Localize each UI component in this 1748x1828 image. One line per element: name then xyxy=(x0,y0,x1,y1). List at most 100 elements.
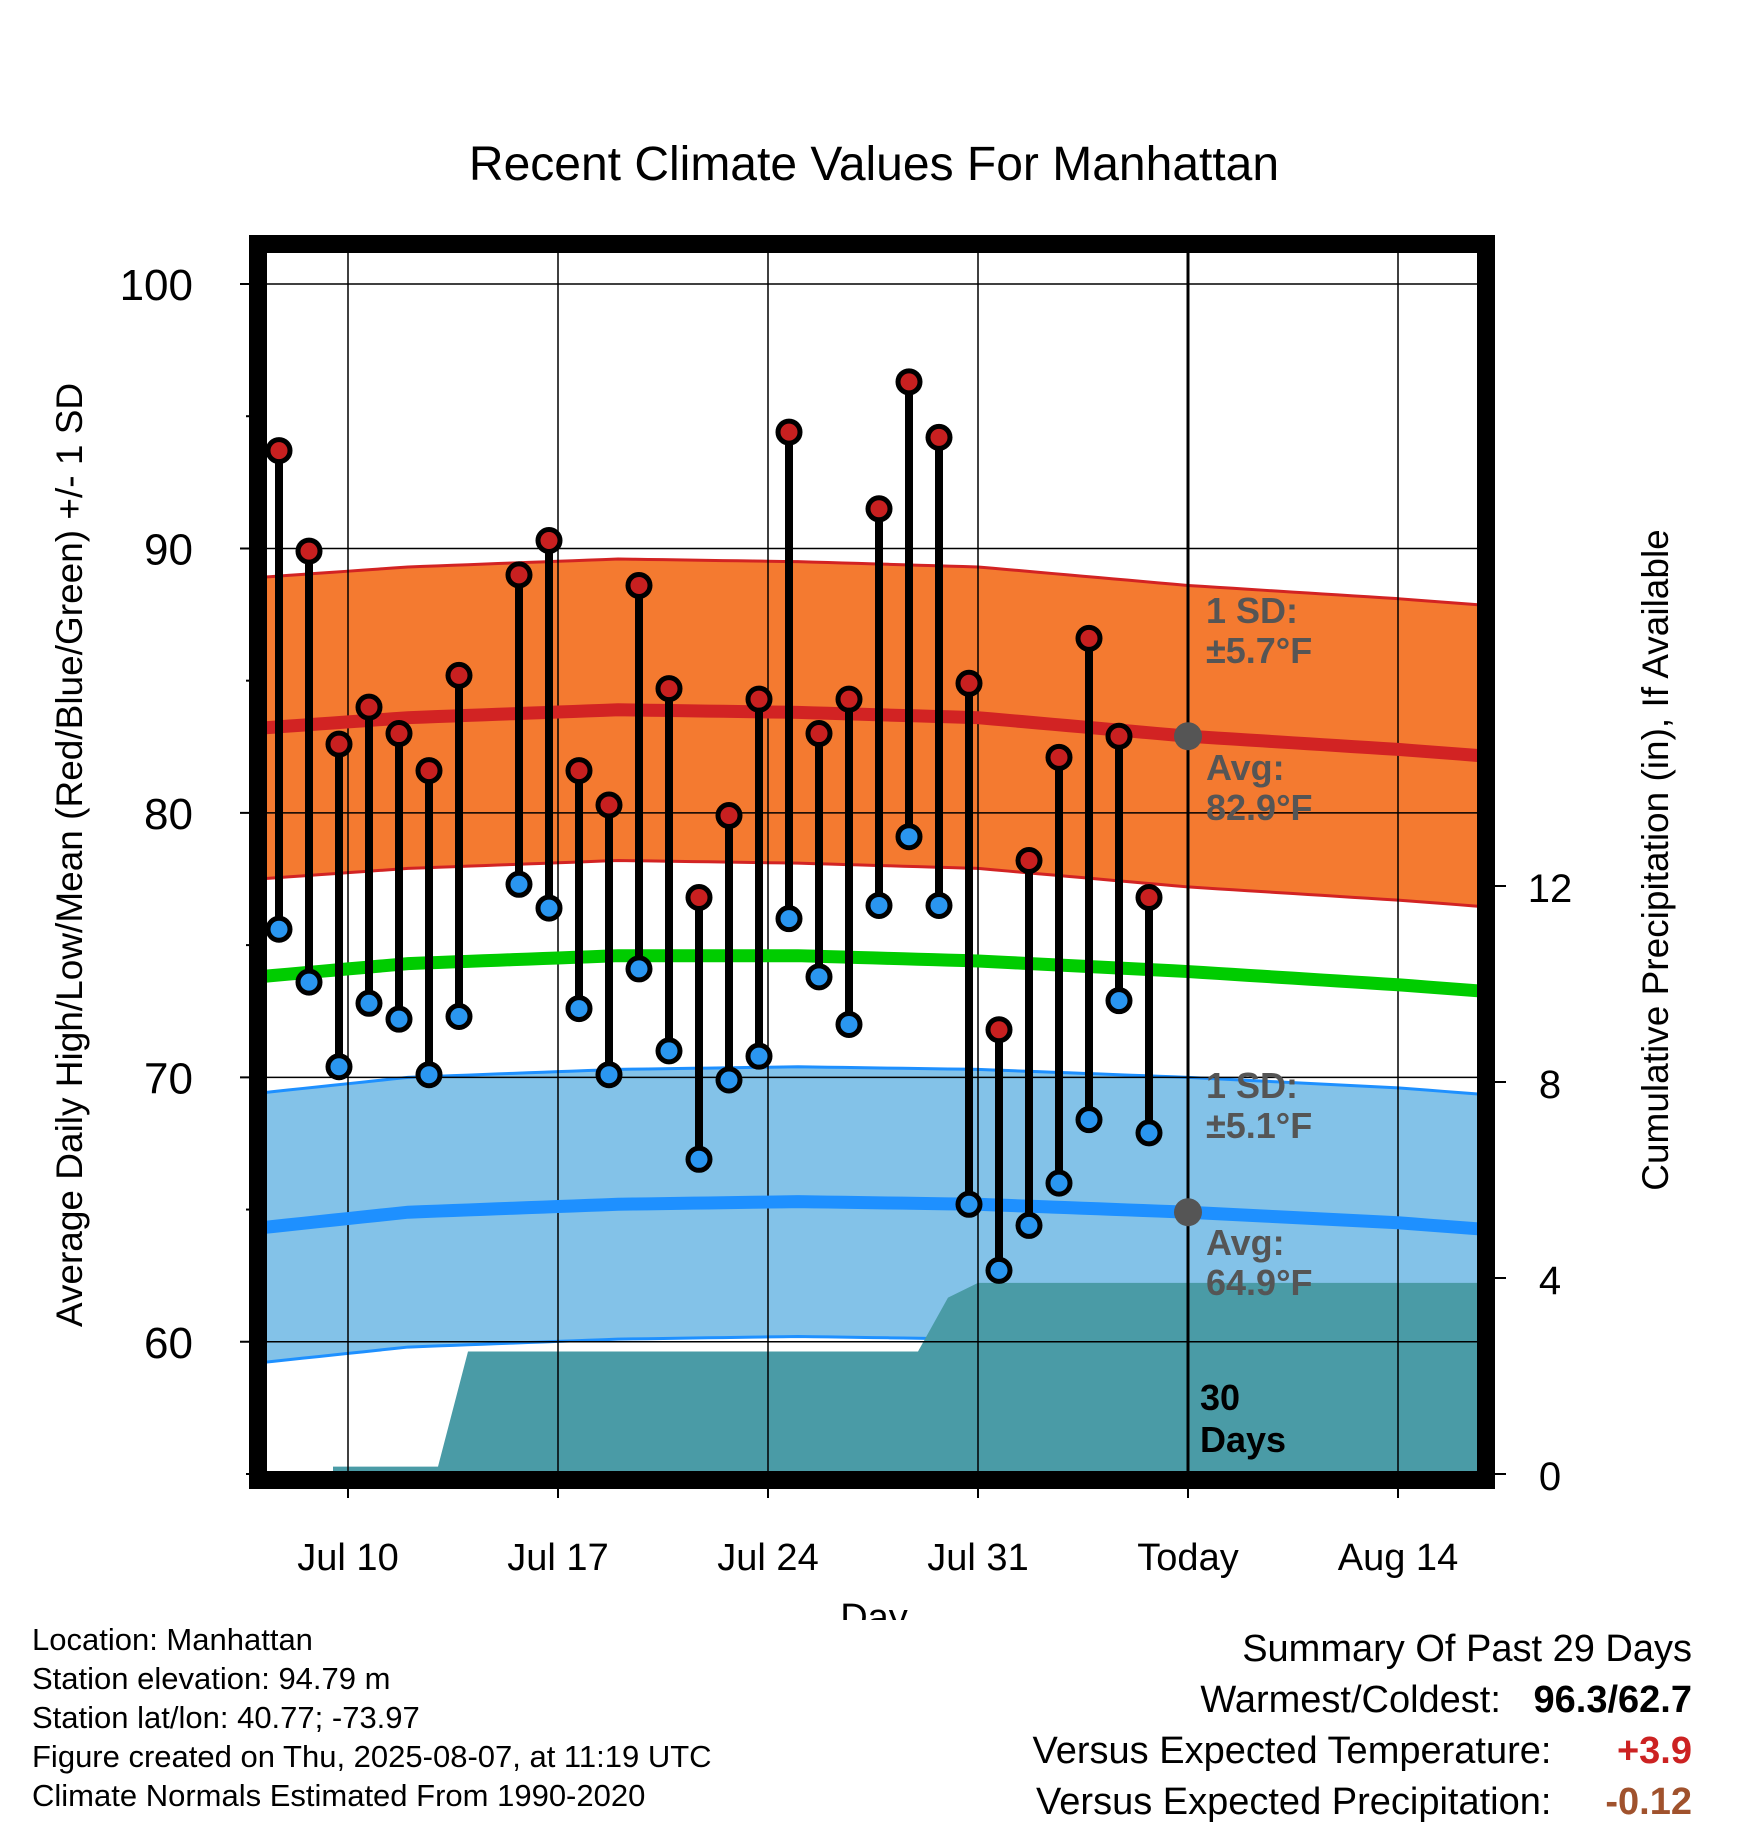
low-point-day-3 xyxy=(355,989,383,1017)
high-sd-label: 1 SD: xyxy=(1206,590,1298,631)
high-point-day-28 xyxy=(1105,722,1133,750)
low-point-day-23 xyxy=(955,1190,983,1218)
y-tick-label-90: 90 xyxy=(144,525,193,574)
precipitation-area xyxy=(258,1282,1480,1474)
low-point-day-2 xyxy=(325,1053,353,1081)
low-point-day-21 xyxy=(895,823,923,851)
precip-row: Versus Expected Precipitation: -0.12 xyxy=(1033,1777,1692,1828)
low-point-day-13 xyxy=(655,1037,683,1065)
low-point-day-8 xyxy=(505,870,533,898)
normals-text: Climate Normals Estimated From 1990-2020 xyxy=(32,1778,646,1813)
high-point-day-8 xyxy=(505,561,533,589)
plot-frame xyxy=(249,235,1495,1489)
high-point-day-11 xyxy=(595,791,623,819)
temp-row: Versus Expected Temperature: +3.9 xyxy=(1033,1726,1692,1777)
temp-value: +3.9 xyxy=(1616,1730,1692,1772)
normal-mean-line xyxy=(257,949,1489,999)
high-point-day-0 xyxy=(265,437,293,465)
slash-text: / xyxy=(1607,1679,1619,1721)
low-point-day-17 xyxy=(775,905,803,933)
y2-tick-label-0: 0 xyxy=(1539,1455,1561,1499)
low-point-day-24 xyxy=(985,1256,1013,1284)
high-point-day-25 xyxy=(1015,846,1043,874)
high-point-day-17 xyxy=(775,418,803,446)
precip-cumulative-area xyxy=(258,1282,1480,1474)
x-tick-label-4: Today xyxy=(1137,1537,1238,1579)
warm-cold-label: Warmest/Coldest: xyxy=(1200,1679,1501,1721)
high-point-day-24 xyxy=(985,1016,1013,1044)
y2-tick-label-4: 4 xyxy=(1539,1259,1561,1303)
low-point-day-5 xyxy=(415,1061,443,1089)
low-point-day-28 xyxy=(1105,987,1133,1015)
low-point-day-4 xyxy=(385,1005,413,1033)
axes: 60 70 80 90 100 0 4 8 12 Jul 10 Jul 17 Jul 24 Jul 31… xyxy=(120,261,1573,1579)
low-point-day-22 xyxy=(925,891,953,919)
warmest-value: 96.3 xyxy=(1533,1679,1608,1721)
normal-low-line xyxy=(257,1195,1489,1237)
period-days-label: Days xyxy=(1200,1419,1286,1460)
low-point-day-10 xyxy=(565,995,593,1023)
high-point-day-21 xyxy=(895,368,923,396)
y2-tick-label-8: 8 xyxy=(1539,1063,1561,1107)
elevation-text: Station elevation: 94.79 m xyxy=(32,1661,391,1696)
chart-title: Recent Climate Values For Manhattan xyxy=(469,138,1279,191)
low-avg-value: 64.9°F xyxy=(1206,1262,1312,1303)
high-band xyxy=(258,559,1488,907)
location-text: Location: Manhattan xyxy=(32,1622,313,1657)
x-tick-label-3: Jul 31 xyxy=(927,1537,1028,1579)
x-axis-label: Day xyxy=(840,1597,908,1620)
high-band-upper-edge xyxy=(257,557,1489,607)
low-point-day-9 xyxy=(535,894,563,922)
low-point-day-29 xyxy=(1135,1119,1163,1147)
today-high-avg-marker xyxy=(1174,722,1202,751)
high-point-day-27 xyxy=(1075,624,1103,652)
x-tick-label-2: Jul 24 xyxy=(717,1537,818,1579)
low-point-day-11 xyxy=(595,1061,623,1089)
high-point-day-16 xyxy=(745,685,773,713)
high-point-day-20 xyxy=(865,495,893,523)
low-point-day-19 xyxy=(835,1010,863,1038)
low-point-day-14 xyxy=(685,1145,713,1173)
high-point-day-12 xyxy=(625,571,653,599)
today-low-avg-marker xyxy=(1174,1198,1202,1227)
daily-stems xyxy=(265,368,1163,1284)
high-point-day-4 xyxy=(385,720,413,748)
high-point-day-19 xyxy=(835,685,863,713)
temp-label: Versus Expected Temperature: xyxy=(1032,1730,1552,1772)
low-point-day-15 xyxy=(715,1066,743,1094)
low-point-day-12 xyxy=(625,955,653,983)
high-point-day-15 xyxy=(715,802,743,830)
high-point-day-2 xyxy=(325,730,353,758)
high-point-day-9 xyxy=(535,527,563,555)
low-point-day-20 xyxy=(865,891,893,919)
x-tick-label-5: Aug 14 xyxy=(1338,1537,1458,1579)
low-point-day-6 xyxy=(445,1003,473,1031)
low-point-day-25 xyxy=(1015,1211,1043,1239)
created-text: Figure created on Thu, 2025-08-07, at 11… xyxy=(32,1739,712,1774)
plot-border xyxy=(249,235,1495,1489)
low-avg-label: Avg: xyxy=(1206,1222,1285,1263)
high-point-day-26 xyxy=(1045,743,1073,771)
high-point-day-5 xyxy=(415,757,443,785)
high-point-day-14 xyxy=(685,884,713,912)
high-point-day-22 xyxy=(925,423,953,451)
summary-heading: Summary Of Past 29 Days xyxy=(1242,1628,1692,1670)
station-info: Location: Manhattan Station elevation: 9… xyxy=(32,1620,712,1815)
high-point-day-13 xyxy=(655,675,683,703)
high-point-day-6 xyxy=(445,661,473,689)
y-tick-label-70: 70 xyxy=(144,1054,193,1103)
y2-axis-label: Cumulative Precipitation (in), If Availa… xyxy=(1635,529,1676,1191)
y-tick-label-80: 80 xyxy=(144,790,193,839)
high-point-day-23 xyxy=(955,669,983,697)
precip-value: -0.12 xyxy=(1605,1781,1692,1823)
low-point-day-16 xyxy=(745,1042,773,1070)
precip-label: Versus Expected Precipitation: xyxy=(1036,1781,1552,1823)
low-band-upper-edge xyxy=(257,1065,1489,1097)
y-tick-label-100: 100 xyxy=(120,261,193,310)
y-tick-label-60: 60 xyxy=(144,1319,193,1368)
low-sd-label: 1 SD: xyxy=(1206,1065,1298,1106)
high-avg-value: 82.9°F xyxy=(1206,787,1312,828)
latlon-text: Station lat/lon: 40.77; -73.97 xyxy=(32,1700,420,1735)
coldest-value: 62.7 xyxy=(1618,1679,1692,1721)
